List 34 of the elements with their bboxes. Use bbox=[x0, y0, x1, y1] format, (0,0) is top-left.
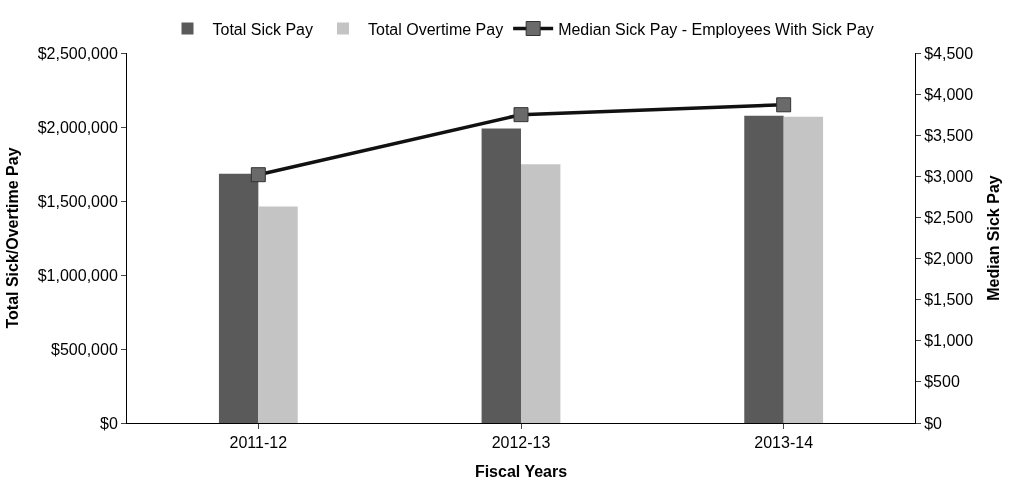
y-tick-label: $2,000,000 bbox=[37, 118, 118, 136]
x-tick-label: 2011-12 bbox=[229, 434, 288, 452]
y2-tick-label: $500 bbox=[924, 373, 960, 391]
x-axis-title: Fiscal Years bbox=[474, 462, 568, 480]
point bbox=[250, 167, 266, 183]
y2-tick-label: $4,000 bbox=[924, 85, 974, 103]
y-tick-label: $1,000,000 bbox=[37, 266, 118, 284]
bar bbox=[481, 128, 521, 423]
bar bbox=[521, 164, 561, 423]
x-tick-label: 2013-14 bbox=[754, 434, 814, 452]
legend-label: Total Sick Pay bbox=[212, 20, 313, 38]
y2-tick-label: $2,500 bbox=[924, 209, 974, 227]
bar bbox=[258, 206, 298, 423]
x-tick-label: 2012-13 bbox=[491, 434, 551, 452]
point bbox=[513, 107, 529, 123]
y-tick-label: $1,500,000 bbox=[37, 192, 118, 210]
y-tick-label: $2,500,000 bbox=[37, 44, 118, 62]
bar bbox=[218, 173, 259, 423]
y-tick-label: $500,000 bbox=[51, 340, 118, 358]
legend-label: Total Overtime Pay bbox=[367, 20, 504, 38]
y-tick-label: $0 bbox=[100, 414, 118, 432]
y2-tick-label: $1,500 bbox=[924, 291, 974, 309]
y-axis-title: Total Sick/Overtime Pay bbox=[3, 147, 21, 329]
bar bbox=[783, 116, 824, 423]
bar bbox=[744, 115, 784, 423]
y2-tick-label: $1,000 bbox=[924, 332, 974, 350]
y2-tick-label: $3,000 bbox=[924, 167, 974, 185]
y2-tick-label: $2,000 bbox=[924, 250, 974, 268]
point bbox=[776, 97, 792, 113]
y2-tick-label: $0 bbox=[924, 414, 943, 432]
y2-axis-title: Median Sick Pay bbox=[984, 175, 1002, 301]
y2-tick-label: $3,500 bbox=[924, 126, 974, 144]
y2-tick-label: $4,500 bbox=[924, 44, 974, 62]
legend-label: Median Sick Pay - Employees With Sick Pay bbox=[558, 20, 874, 38]
